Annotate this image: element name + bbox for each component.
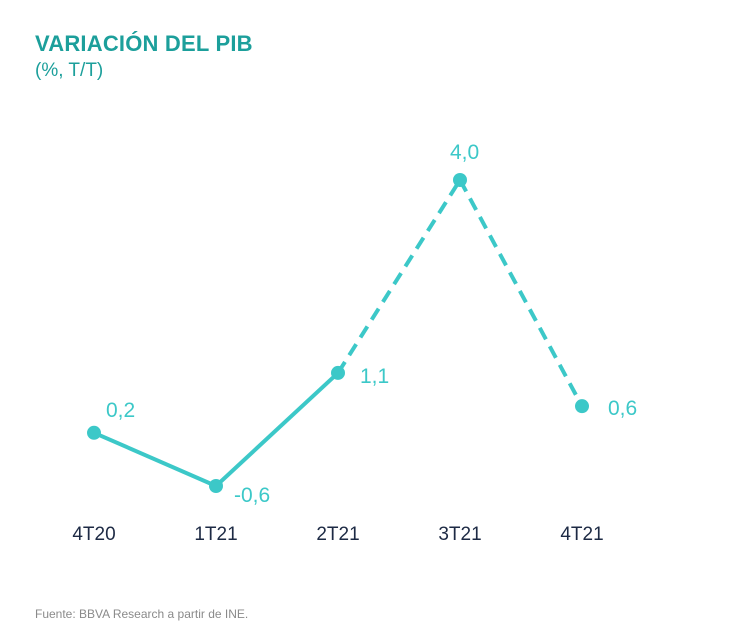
line-segment-solid: [93, 430, 217, 488]
data-point: [87, 425, 101, 440]
data-labels: 0,2 -0,6 1,1 4,0 0,6: [106, 141, 637, 507]
data-point: [453, 173, 467, 187]
data-label: 4,0: [450, 141, 479, 164]
x-tick-label: 4T21: [560, 524, 603, 545]
data-label: -0,6: [234, 484, 270, 507]
data-label: 0,6: [608, 397, 637, 420]
x-tick-label: 4T20: [72, 524, 115, 545]
data-point: [209, 479, 223, 493]
line-segments: [93, 178, 584, 488]
data-label: 1,1: [360, 365, 389, 388]
line-segment-dashed: [458, 179, 584, 408]
line-segment-solid: [214, 371, 340, 488]
chart-title: VARIACIÓN DEL PIB: [35, 31, 253, 56]
x-tick-label: 2T21: [316, 524, 359, 545]
data-points: [87, 173, 589, 493]
data-label: 0,2: [106, 399, 135, 422]
data-point: [331, 365, 345, 380]
x-tick-label: 1T21: [194, 524, 237, 545]
source-note: Fuente: BBVA Research a partir de INE.: [35, 607, 249, 621]
data-point: [575, 399, 589, 414]
x-tick-label: 3T21: [438, 524, 481, 545]
chart-subtitle: (%, T/T): [35, 60, 104, 81]
line-segment-dashed: [336, 178, 462, 374]
x-axis-ticks: 4T20 1T21 2T21 3T21 4T21: [72, 524, 603, 545]
